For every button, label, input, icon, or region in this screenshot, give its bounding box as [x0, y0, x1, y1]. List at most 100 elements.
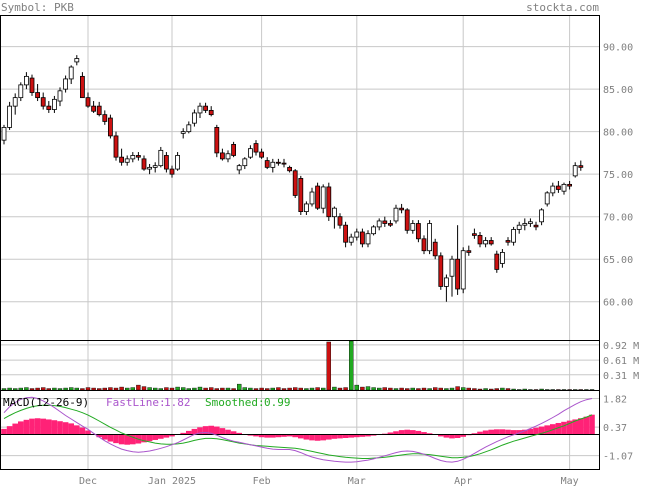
- macd-histogram-bar: [163, 434, 170, 438]
- macd-tick-label: -1.07: [603, 452, 633, 463]
- candle: [427, 220, 433, 255]
- candle: [505, 237, 511, 246]
- candle: [80, 72, 85, 99]
- candle: [7, 101, 12, 130]
- candle: [533, 221, 539, 231]
- candle: [46, 101, 52, 113]
- candle: [191, 109, 197, 127]
- candle: [163, 152, 169, 173]
- candle-body: [343, 224, 349, 243]
- candle: [572, 162, 578, 178]
- candle-body: [236, 165, 242, 171]
- candle: [550, 182, 556, 197]
- volume-bar: [180, 387, 186, 391]
- volume-bar: [192, 387, 197, 391]
- candle-body: [567, 183, 572, 187]
- volume-bar: [304, 388, 309, 391]
- macd-histogram-bar: [387, 432, 394, 435]
- candle: [528, 218, 533, 227]
- volume-bar: [578, 389, 583, 391]
- volume-bar: [545, 389, 550, 391]
- macd-histogram-bar: [236, 432, 242, 435]
- macd-histogram-bar: [566, 420, 573, 435]
- candle-body: [152, 165, 158, 168]
- candle: [275, 158, 281, 166]
- candle: [169, 165, 175, 178]
- candle: [23, 72, 29, 90]
- volume-bar: [231, 388, 236, 391]
- macd-histogram-bar: [40, 418, 46, 435]
- volume-bar: [12, 388, 18, 391]
- macd-histogram-bar: [230, 431, 237, 435]
- macd-histogram-bar: [510, 430, 517, 435]
- volume-bar: [253, 388, 259, 391]
- macd-histogram-bar: [96, 434, 102, 438]
- macd-histogram-bar: [303, 434, 310, 440]
- candle-body: [12, 97, 18, 107]
- macd-histogram-bar: [29, 418, 35, 435]
- volume-grid: [1, 341, 599, 390]
- candle-body: [488, 240, 494, 245]
- volume-bar: [561, 389, 567, 391]
- candle-body: [556, 185, 561, 190]
- volume-bar: [365, 386, 371, 391]
- macd-histogram-bar: [68, 423, 74, 435]
- candle-body: [80, 75, 85, 99]
- candle: [113, 131, 119, 161]
- candle: [556, 180, 561, 193]
- candle: [281, 158, 287, 168]
- candle: [203, 102, 209, 113]
- candle: [359, 228, 365, 248]
- volume-bar: [46, 388, 51, 391]
- macd-histogram-bar: [219, 428, 226, 435]
- volume-bar: [102, 387, 108, 391]
- candle: [511, 226, 517, 246]
- candle-body: [163, 155, 169, 170]
- volume-bar: [276, 387, 281, 391]
- candle: [1, 124, 7, 145]
- candle: [494, 250, 500, 273]
- candle-body: [141, 158, 147, 170]
- volume-bar: [337, 387, 343, 391]
- macd-histogram-bar: [191, 428, 198, 435]
- volume-bar: [483, 388, 488, 391]
- macd-histogram-bar: [583, 416, 590, 435]
- price-tick-label: 85.00: [603, 85, 633, 96]
- volume-bar: [533, 389, 539, 391]
- candle-body: [477, 235, 483, 245]
- volume-bar: [24, 387, 29, 391]
- candle-body: [102, 114, 108, 122]
- macd-histogram-bar: [225, 429, 231, 435]
- candle: [567, 180, 572, 190]
- macd-histogram-bar: [578, 418, 584, 435]
- volume-bar: [35, 387, 40, 391]
- candle: [343, 221, 349, 248]
- macd-histogram-bar: [393, 431, 399, 435]
- candle: [180, 128, 186, 139]
- candle: [63, 75, 68, 93]
- volume-bar: [169, 387, 175, 391]
- candle: [544, 191, 550, 207]
- candle: [298, 175, 304, 215]
- macd-histogram-bar: [6, 426, 13, 435]
- volume-bar: [511, 388, 516, 391]
- candle: [466, 245, 472, 256]
- candle-body: [354, 231, 360, 238]
- candle: [124, 155, 130, 166]
- candle: [371, 225, 377, 236]
- candle-body: [572, 165, 578, 177]
- macd-histogram-bar: [107, 434, 114, 442]
- volume-bar: [147, 387, 152, 391]
- volume-bar: [41, 387, 46, 391]
- macd-fast-value: 1.82: [164, 396, 191, 409]
- candle: [326, 182, 332, 221]
- candle-body: [410, 223, 416, 231]
- candle-body: [180, 131, 186, 134]
- date-axis: Dec Jan 2025 Feb Mar Apr May: [79, 476, 579, 486]
- candle-body: [466, 250, 472, 253]
- candle-body: [550, 185, 556, 194]
- volume-bar: [326, 341, 331, 391]
- candle: [287, 165, 293, 173]
- price-panel-frame: [0, 15, 600, 341]
